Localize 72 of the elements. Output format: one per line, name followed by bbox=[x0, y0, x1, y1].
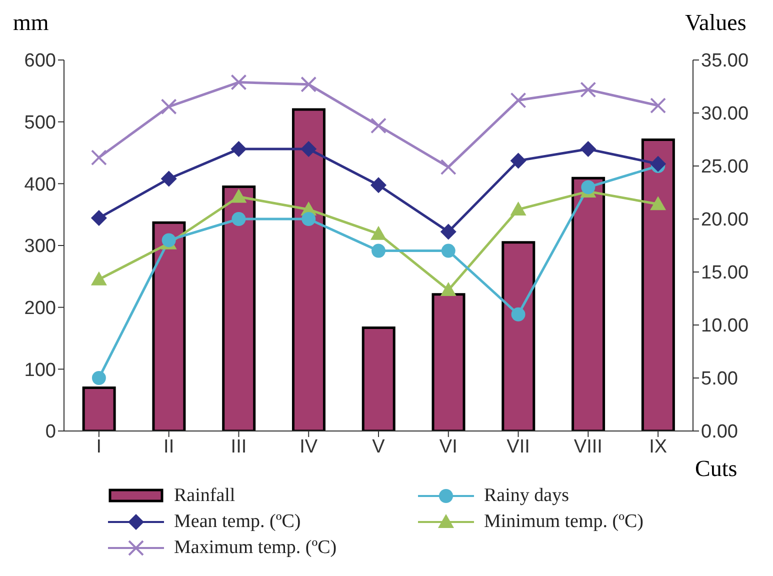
point bbox=[230, 74, 247, 90]
y-tick-label: 200 bbox=[24, 298, 56, 320]
y2-tick-label: 5.00 bbox=[701, 368, 738, 390]
point bbox=[580, 141, 596, 158]
point bbox=[230, 141, 247, 158]
y2-tick-label: 10.00 bbox=[701, 316, 749, 337]
bar bbox=[432, 293, 466, 431]
y2-axis-title: Values bbox=[685, 10, 746, 36]
x-tick-label: II bbox=[164, 436, 174, 458]
point bbox=[302, 212, 316, 226]
bar bbox=[152, 221, 186, 431]
y2-tick-label: 20.00 bbox=[701, 210, 749, 231]
point bbox=[230, 188, 247, 203]
bar bbox=[292, 108, 326, 431]
y-tick-label: 500 bbox=[24, 112, 56, 134]
point bbox=[232, 212, 246, 226]
point bbox=[650, 98, 666, 114]
point bbox=[370, 226, 386, 240]
bar bbox=[641, 138, 675, 431]
point bbox=[370, 118, 386, 134]
x-tick-label: VIII bbox=[574, 436, 602, 458]
x-tick-label: III bbox=[230, 436, 247, 458]
y-axis-title: mm bbox=[13, 10, 49, 36]
legend-label: Rainy days bbox=[484, 485, 569, 507]
point bbox=[90, 150, 107, 166]
point bbox=[160, 98, 177, 115]
point bbox=[510, 152, 526, 169]
point bbox=[511, 307, 526, 322]
point bbox=[510, 201, 526, 216]
point bbox=[92, 371, 106, 385]
y-tick-label: 600 bbox=[24, 50, 56, 72]
bar bbox=[82, 386, 116, 431]
y2-tick-label: 30.00 bbox=[701, 104, 749, 125]
point bbox=[580, 82, 596, 98]
legend-label: Rainfall bbox=[174, 485, 236, 507]
point bbox=[510, 92, 526, 108]
point bbox=[160, 170, 177, 187]
point bbox=[650, 196, 666, 210]
bar bbox=[362, 326, 396, 431]
point bbox=[370, 177, 386, 194]
x-tick-label: V bbox=[372, 436, 386, 458]
point bbox=[650, 156, 666, 172]
y2-tick-label: 35.00 bbox=[701, 50, 749, 72]
y2-tick-label: 0.00 bbox=[701, 422, 738, 443]
point bbox=[440, 159, 456, 176]
x-tick-label: VII bbox=[506, 436, 530, 458]
y-tick-label: 0 bbox=[45, 422, 56, 443]
point bbox=[90, 271, 107, 286]
y2-tick-label: 15.00 bbox=[701, 262, 749, 284]
point bbox=[300, 141, 317, 158]
y-tick-label: 100 bbox=[24, 360, 56, 381]
x-tick-label: IX bbox=[649, 436, 668, 458]
x-tick-label: VI bbox=[439, 436, 458, 458]
legend-label: Maximum temp. (ºC) bbox=[174, 537, 337, 559]
point bbox=[581, 180, 596, 194]
point bbox=[441, 244, 456, 258]
x-tick-label: I bbox=[96, 436, 102, 458]
y-tick-label: 400 bbox=[24, 174, 56, 196]
y2-tick-label: 25.00 bbox=[701, 156, 749, 178]
legend-label: Minimum temp. (ºC) bbox=[484, 511, 644, 533]
point bbox=[90, 210, 107, 226]
x-axis-title: Cuts bbox=[695, 456, 738, 482]
point bbox=[372, 244, 386, 258]
y-tick-label: 300 bbox=[24, 236, 56, 258]
point bbox=[300, 76, 317, 92]
bar bbox=[572, 176, 606, 431]
bar bbox=[502, 241, 536, 431]
x-tick-label: IV bbox=[300, 436, 318, 458]
point bbox=[440, 224, 456, 240]
point bbox=[440, 282, 456, 296]
bar bbox=[222, 186, 256, 431]
legend-label: Mean temp. (ºC) bbox=[174, 511, 301, 533]
